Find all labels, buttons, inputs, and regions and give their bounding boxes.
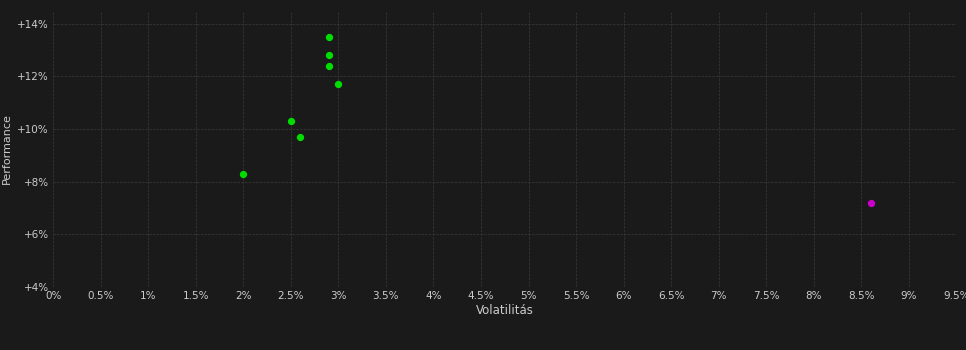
Point <box>321 34 336 40</box>
Point <box>863 200 878 205</box>
X-axis label: Volatilitás: Volatilitás <box>476 304 533 317</box>
Point <box>293 134 308 140</box>
Point <box>283 118 298 124</box>
Point <box>330 82 346 87</box>
Point <box>321 63 336 69</box>
Point <box>236 171 251 176</box>
Y-axis label: Performance: Performance <box>2 113 12 184</box>
Point <box>321 52 336 58</box>
